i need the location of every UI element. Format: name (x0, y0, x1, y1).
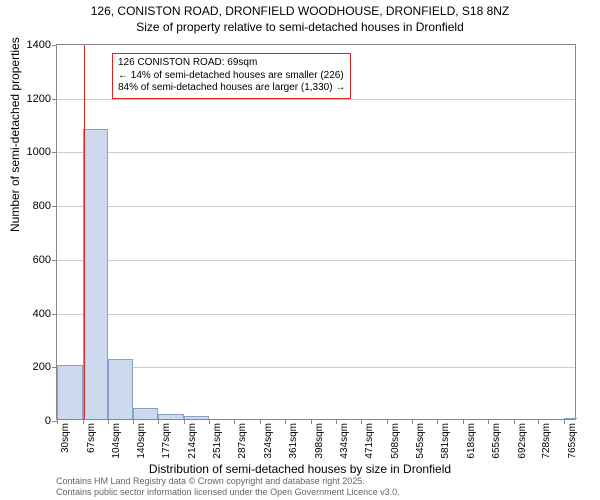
x-tick-label: 434sqm (339, 423, 350, 459)
x-tick-mark (57, 419, 58, 424)
x-tick-mark (437, 419, 438, 424)
x-tick-label: 618sqm (466, 423, 477, 459)
highlight-marker-line (84, 45, 85, 419)
x-tick-label: 140sqm (136, 423, 147, 459)
gridline (57, 99, 575, 100)
y-tick-label: 1200 (27, 93, 51, 105)
x-tick-label: 251sqm (212, 423, 223, 459)
histogram-bar (158, 414, 184, 419)
x-tick-mark (158, 419, 159, 424)
x-tick-mark (336, 419, 337, 424)
chart-plot-area: 0200400600800100012001400126 CONISTON RO… (56, 44, 576, 420)
y-tick-label: 1000 (27, 146, 51, 158)
x-tick-mark (234, 419, 235, 424)
y-axis-label: Number of semi-detached properties (8, 37, 22, 232)
y-tick-mark (52, 206, 57, 207)
x-tick-label: 545sqm (415, 423, 426, 459)
x-tick-label: 508sqm (390, 423, 401, 459)
x-tick-mark (260, 419, 261, 424)
footer-line-2: Contains public sector information licen… (56, 487, 400, 498)
x-axis-label: Distribution of semi-detached houses by … (0, 462, 600, 476)
x-tick-label: 177sqm (161, 423, 172, 459)
footer-attribution: Contains HM Land Registry data © Crown c… (56, 476, 400, 498)
y-tick-label: 1400 (27, 39, 51, 51)
x-tick-mark (311, 419, 312, 424)
x-tick-label: 67sqm (86, 423, 97, 453)
y-tick-label: 600 (33, 254, 51, 266)
x-tick-mark (83, 419, 84, 424)
gridline (57, 206, 575, 207)
x-tick-label: 398sqm (314, 423, 325, 459)
y-tick-mark (52, 152, 57, 153)
x-tick-mark (488, 419, 489, 424)
x-tick-label: 287sqm (237, 423, 248, 459)
y-tick-label: 0 (45, 415, 51, 427)
x-tick-mark (412, 419, 413, 424)
footer-line-1: Contains HM Land Registry data © Crown c… (56, 476, 400, 487)
x-tick-label: 728sqm (541, 423, 552, 459)
x-tick-mark (538, 419, 539, 424)
annotation-line: 126 CONISTON ROAD: 69sqm (118, 57, 345, 70)
y-tick-mark (52, 314, 57, 315)
x-tick-label: 581sqm (440, 423, 451, 459)
x-tick-label: 104sqm (111, 423, 122, 459)
x-tick-label: 765sqm (567, 423, 578, 459)
y-tick-mark (52, 45, 57, 46)
gridline (57, 367, 575, 368)
gridline (57, 260, 575, 261)
x-tick-mark (209, 419, 210, 424)
annotation-callout: 126 CONISTON ROAD: 69sqm← 14% of semi-de… (112, 53, 351, 99)
x-tick-label: 214sqm (187, 423, 198, 459)
x-tick-label: 692sqm (517, 423, 528, 459)
histogram-bar (108, 359, 133, 419)
title-line-1: 126, CONISTON ROAD, DRONFIELD WOODHOUSE,… (0, 4, 600, 20)
x-tick-mark (133, 419, 134, 424)
gridline (57, 152, 575, 153)
histogram-bar (184, 416, 210, 419)
histogram-bar (83, 129, 109, 419)
x-tick-label: 471sqm (364, 423, 375, 459)
x-tick-label: 30sqm (60, 423, 71, 453)
x-tick-mark (564, 419, 565, 424)
y-tick-mark (52, 260, 57, 261)
annotation-line: ← 14% of semi-detached houses are smalle… (118, 70, 345, 83)
x-tick-label: 361sqm (288, 423, 299, 459)
x-tick-label: 324sqm (263, 423, 274, 459)
y-tick-label: 800 (33, 200, 51, 212)
x-tick-mark (387, 419, 388, 424)
x-tick-mark (108, 419, 109, 424)
histogram-bar (564, 418, 577, 419)
title-line-2: Size of property relative to semi-detach… (0, 20, 600, 36)
y-tick-label: 400 (33, 308, 51, 320)
histogram-bar (133, 408, 159, 419)
histogram-bar (57, 365, 83, 419)
x-tick-mark (285, 419, 286, 424)
x-tick-label: 655sqm (491, 423, 502, 459)
gridline (57, 314, 575, 315)
x-tick-mark (361, 419, 362, 424)
annotation-line: 84% of semi-detached houses are larger (… (118, 82, 345, 95)
chart-title: 126, CONISTON ROAD, DRONFIELD WOODHOUSE,… (0, 0, 600, 35)
x-tick-mark (463, 419, 464, 424)
x-tick-mark (184, 419, 185, 424)
y-tick-label: 200 (33, 361, 51, 373)
x-tick-mark (514, 419, 515, 424)
y-tick-mark (52, 99, 57, 100)
